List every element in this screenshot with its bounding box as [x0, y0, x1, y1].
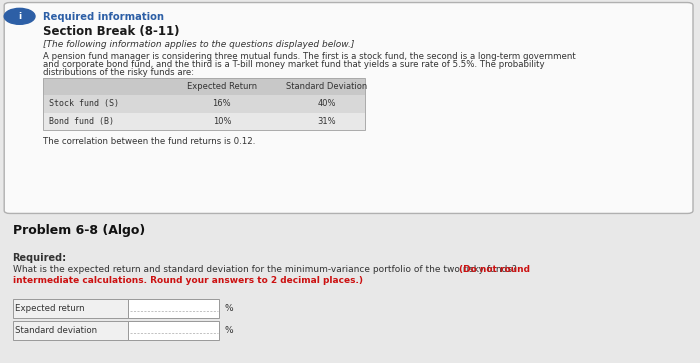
FancyBboxPatch shape: [13, 321, 128, 340]
Text: Standard Deviation: Standard Deviation: [286, 82, 368, 91]
Text: intermediate calculations. Round your answers to 2 decimal places.): intermediate calculations. Round your an…: [13, 276, 363, 285]
Text: Section Break (8-11): Section Break (8-11): [43, 25, 180, 38]
Text: Required:: Required:: [13, 253, 66, 263]
FancyBboxPatch shape: [43, 78, 365, 95]
FancyBboxPatch shape: [43, 113, 365, 130]
Text: Standard deviation: Standard deviation: [15, 326, 97, 335]
Text: i: i: [18, 12, 21, 21]
Text: distributions of the risky funds are:: distributions of the risky funds are:: [43, 68, 195, 77]
Text: The correlation between the fund returns is 0.12.: The correlation between the fund returns…: [43, 137, 256, 146]
Text: Bond fund (B): Bond fund (B): [49, 117, 114, 126]
Text: Stock fund (S): Stock fund (S): [49, 99, 119, 108]
Text: What is the expected return and standard deviation for the minimum-variance port: What is the expected return and standard…: [13, 265, 519, 274]
FancyBboxPatch shape: [13, 299, 128, 318]
Text: and corporate bond fund, and the third is a T-bill money market fund that yields: and corporate bond fund, and the third i…: [43, 60, 545, 69]
Text: 31%: 31%: [318, 117, 336, 126]
Text: %: %: [225, 326, 233, 335]
Text: Problem 6-8 (Algo): Problem 6-8 (Algo): [13, 224, 145, 237]
Circle shape: [4, 8, 35, 24]
Text: (Do not round: (Do not round: [459, 265, 530, 274]
FancyBboxPatch shape: [128, 321, 219, 340]
Text: A pension fund manager is considering three mutual funds. The first is a stock f: A pension fund manager is considering th…: [43, 53, 576, 61]
Text: Expected return: Expected return: [15, 305, 85, 313]
Text: 10%: 10%: [213, 117, 231, 126]
Text: 16%: 16%: [213, 99, 231, 108]
FancyBboxPatch shape: [128, 299, 219, 318]
Text: [The following information applies to the questions displayed below.]: [The following information applies to th…: [43, 40, 355, 49]
Text: Expected Return: Expected Return: [187, 82, 257, 91]
Text: 40%: 40%: [318, 99, 336, 108]
Text: Required information: Required information: [43, 12, 164, 22]
Text: %: %: [225, 305, 233, 313]
FancyBboxPatch shape: [43, 95, 365, 113]
FancyBboxPatch shape: [4, 3, 693, 213]
